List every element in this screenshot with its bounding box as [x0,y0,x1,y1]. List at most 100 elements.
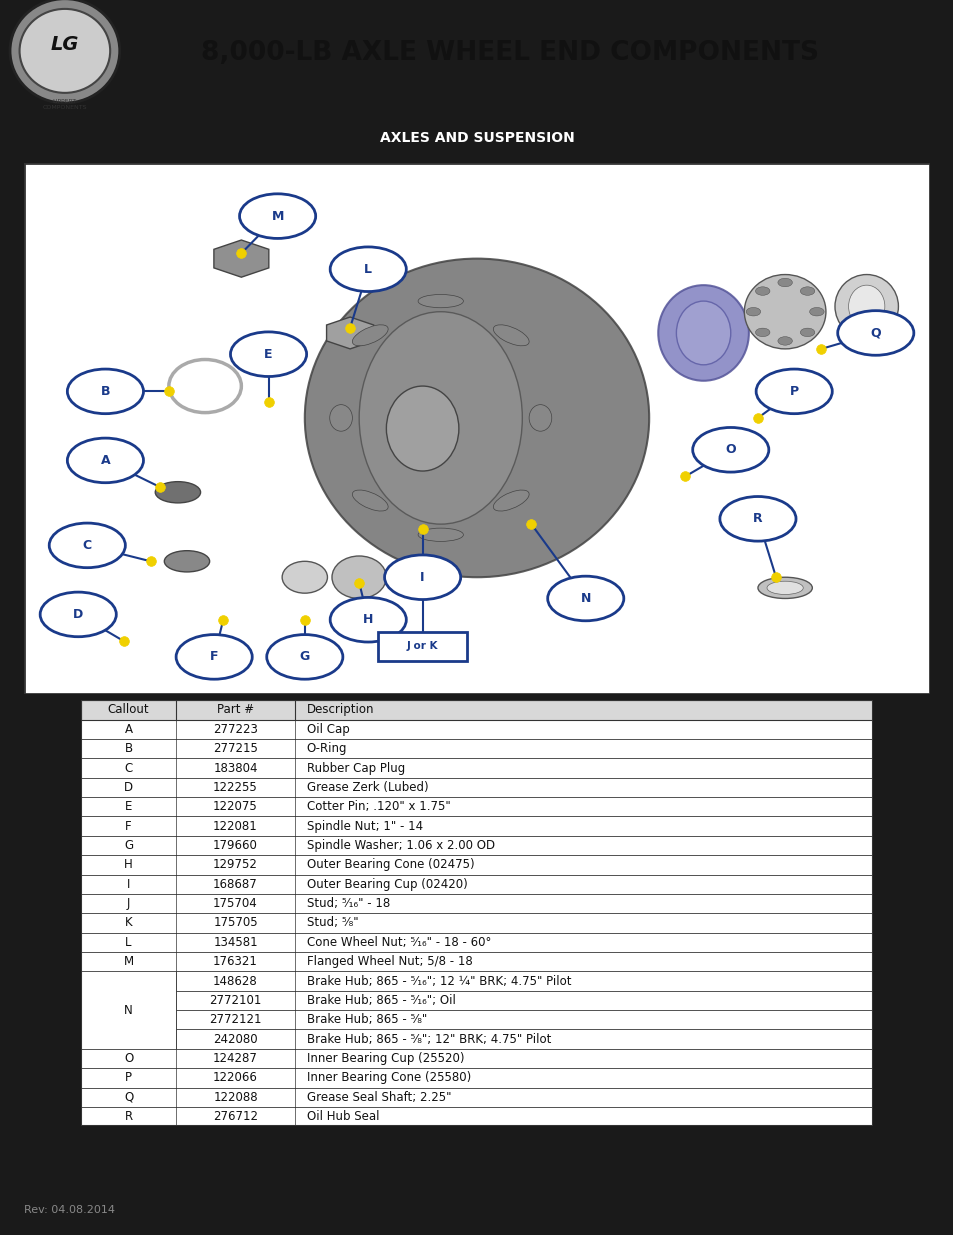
FancyBboxPatch shape [81,972,176,1049]
Text: G: G [299,651,310,663]
Text: Oil Cap: Oil Cap [307,722,349,736]
Ellipse shape [676,301,730,364]
FancyBboxPatch shape [81,797,872,816]
Text: 175705: 175705 [213,916,257,930]
Text: 242080: 242080 [213,1032,257,1046]
Ellipse shape [282,561,327,593]
FancyBboxPatch shape [81,758,872,778]
Ellipse shape [10,0,120,103]
Text: N: N [124,1004,132,1016]
Text: Grease Zerk (Lubed): Grease Zerk (Lubed) [307,781,428,794]
Ellipse shape [493,490,529,511]
Text: 277223: 277223 [213,722,257,736]
FancyBboxPatch shape [81,932,872,952]
Ellipse shape [352,490,388,511]
Text: R: R [125,1110,132,1123]
FancyBboxPatch shape [81,1107,872,1126]
Ellipse shape [352,325,388,346]
Text: 129752: 129752 [213,858,257,872]
Circle shape [330,247,406,291]
Circle shape [231,332,306,377]
Text: H: H [363,614,373,626]
Circle shape [68,438,143,483]
Circle shape [777,278,792,287]
Ellipse shape [417,294,463,308]
Circle shape [755,329,769,337]
FancyBboxPatch shape [81,913,872,932]
FancyBboxPatch shape [81,720,872,739]
Text: I: I [127,878,131,890]
Text: B: B [125,742,132,755]
FancyBboxPatch shape [24,163,929,694]
Text: 124287: 124287 [213,1052,257,1065]
Text: Cotter Pin; .120" x 1.75": Cotter Pin; .120" x 1.75" [307,800,450,814]
Ellipse shape [766,582,802,594]
Text: 276712: 276712 [213,1110,257,1123]
FancyBboxPatch shape [81,1049,872,1068]
Text: Cone Wheel Nut; ⁵⁄₁₆" - 18 - 60°: Cone Wheel Nut; ⁵⁄₁₆" - 18 - 60° [307,936,491,948]
Text: Description: Description [307,704,374,716]
Text: Brake Hub; 865 - ⁵⁄₈"; 12" BRK; 4.75" Pilot: Brake Hub; 865 - ⁵⁄₈"; 12" BRK; 4.75" Pi… [307,1032,551,1046]
Ellipse shape [848,285,884,327]
Text: H: H [124,858,132,872]
Ellipse shape [529,405,551,431]
Text: 122088: 122088 [213,1091,257,1104]
Text: O: O [124,1052,133,1065]
Circle shape [267,635,342,679]
Text: O-Ring: O-Ring [307,742,347,755]
Text: 168687: 168687 [213,878,257,890]
Circle shape [755,287,769,295]
Text: E: E [125,800,132,814]
Text: 122081: 122081 [213,820,257,832]
Circle shape [837,311,913,356]
Text: C: C [124,762,132,774]
FancyBboxPatch shape [81,739,872,758]
Text: 148628: 148628 [213,974,257,988]
Circle shape [809,308,823,316]
Ellipse shape [834,274,898,338]
Text: D: D [124,781,133,794]
Text: Q: Q [124,1091,133,1104]
Text: B: B [101,385,110,398]
Text: 176321: 176321 [213,955,257,968]
Ellipse shape [330,405,352,431]
Text: M: M [123,955,133,968]
Text: 179660: 179660 [213,839,257,852]
Text: Brake Hub; 865 - ⁵⁄₈": Brake Hub; 865 - ⁵⁄₈" [307,1013,427,1026]
Circle shape [239,194,315,238]
Text: AXLES AND SUSPENSION: AXLES AND SUSPENSION [379,131,574,146]
FancyBboxPatch shape [81,894,872,913]
Text: Oil Hub Seal: Oil Hub Seal [307,1110,379,1123]
Text: 122255: 122255 [213,781,257,794]
Circle shape [68,369,143,414]
Text: Part #: Part # [216,704,253,716]
Text: Spindle Nut; 1" - 14: Spindle Nut; 1" - 14 [307,820,422,832]
FancyBboxPatch shape [81,1030,872,1049]
Text: Flanged Wheel Nut; 5/8 - 18: Flanged Wheel Nut; 5/8 - 18 [307,955,472,968]
Text: 134581: 134581 [213,936,257,948]
Circle shape [692,427,768,472]
Text: F: F [210,651,218,663]
Text: E: E [264,348,273,361]
FancyBboxPatch shape [81,855,872,874]
Text: 277215: 277215 [213,742,257,755]
FancyBboxPatch shape [377,632,467,661]
Text: 122066: 122066 [213,1072,257,1084]
Text: O: O [724,443,736,456]
Text: A: A [100,454,111,467]
Text: 8,000-LB AXLE WHEEL END COMPONENTS: 8,000-LB AXLE WHEEL END COMPONENTS [201,41,819,67]
FancyBboxPatch shape [81,972,872,990]
Ellipse shape [386,387,458,471]
Circle shape [176,635,252,679]
Text: 2772121: 2772121 [209,1013,261,1026]
Text: K: K [125,916,132,930]
Text: L: L [125,936,132,948]
Circle shape [40,592,116,637]
FancyBboxPatch shape [81,700,872,720]
Circle shape [800,329,814,337]
Text: J: J [127,897,131,910]
Text: 2772101: 2772101 [209,994,261,1007]
Ellipse shape [757,577,812,599]
Text: Q: Q [869,326,881,340]
FancyBboxPatch shape [81,1010,872,1030]
